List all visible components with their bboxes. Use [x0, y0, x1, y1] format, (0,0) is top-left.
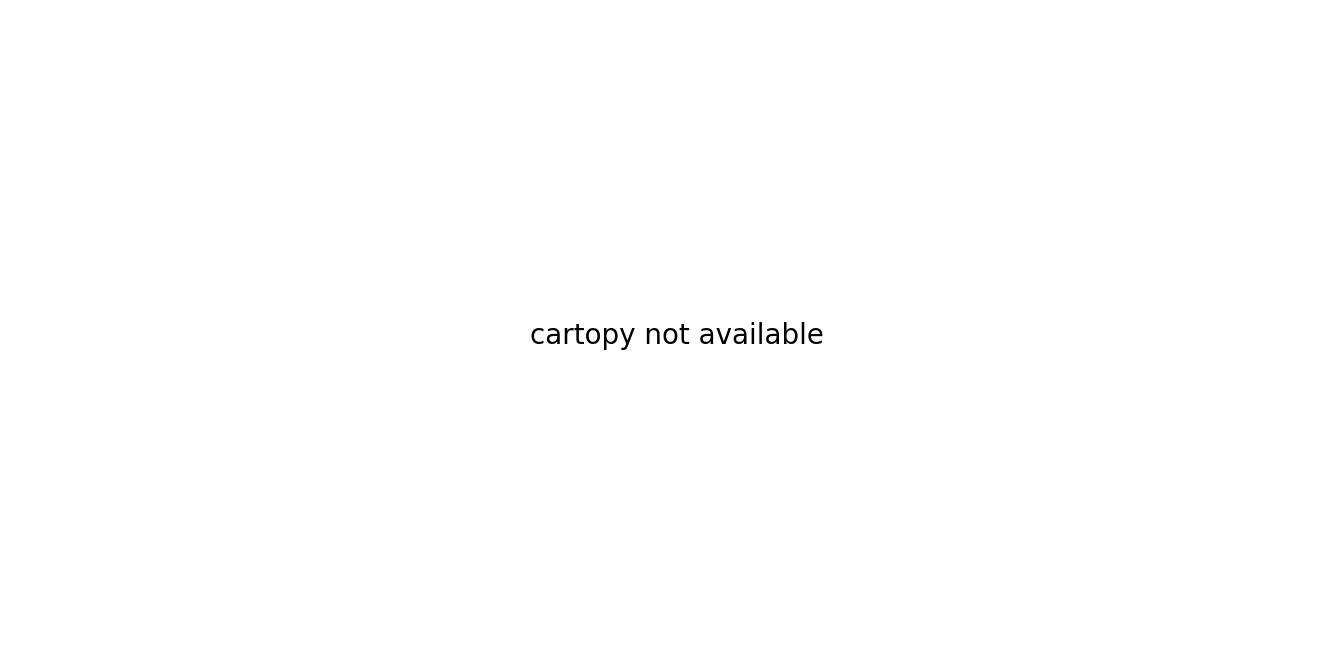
Text: cartopy not available: cartopy not available	[529, 322, 824, 350]
